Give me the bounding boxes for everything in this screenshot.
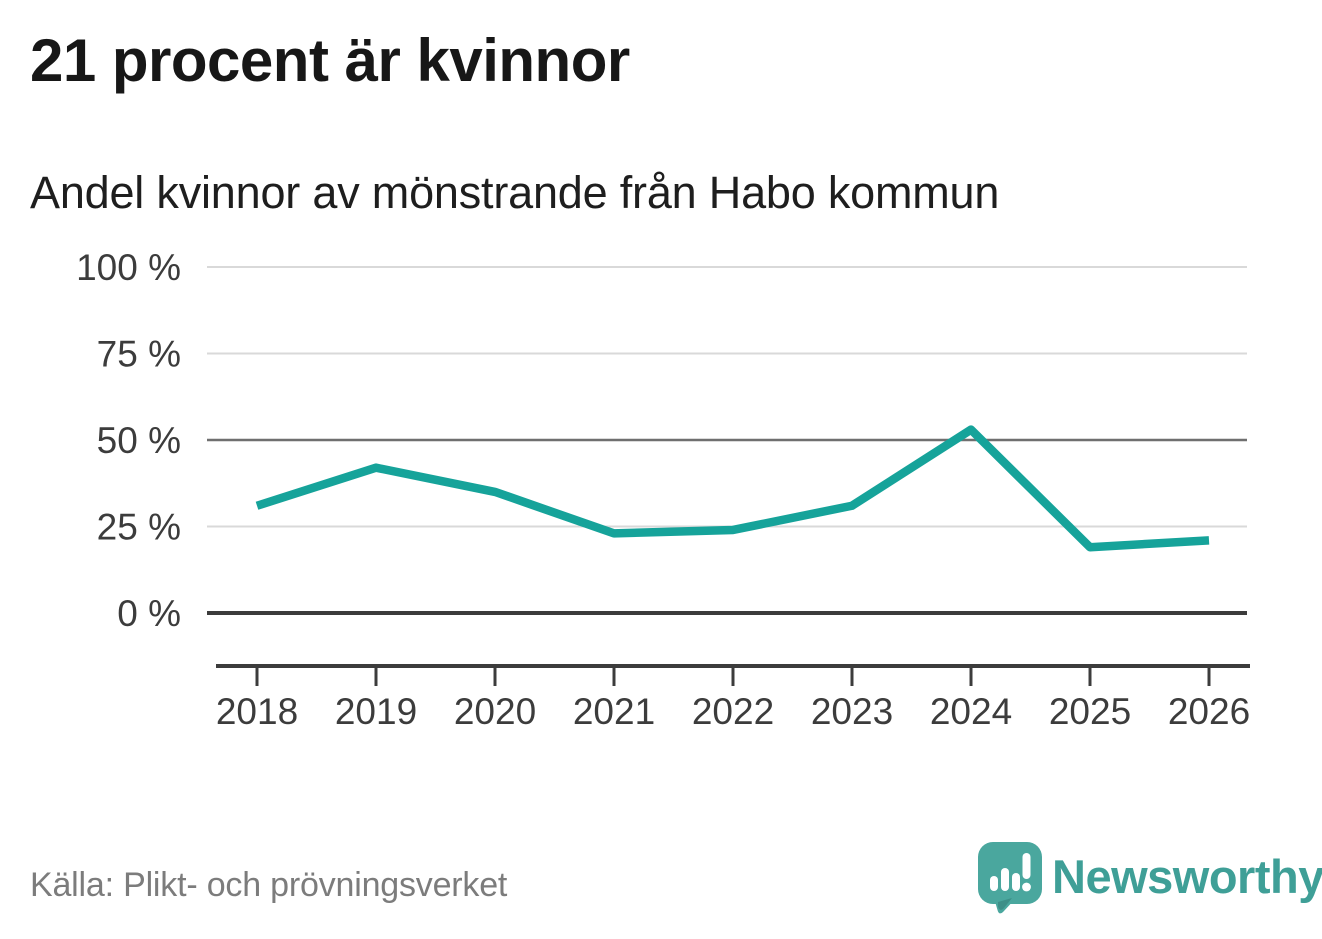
y-tick-label: 100 % [76,247,181,288]
newsworthy-brand: Newsworthy [976,840,1322,914]
x-tick-label: 2021 [573,691,655,732]
x-tick-label: 2026 [1168,691,1250,732]
y-tick-label: 50 % [97,420,181,461]
newsworthy-logo-icon [978,842,1042,914]
data-line [255,425,1210,552]
x-tick-label: 2020 [454,691,536,732]
x-tick-label: 2023 [811,691,893,732]
y-tick-label: 25 % [97,507,181,548]
chart-subtitle: Andel kvinnor av mönstrande från Habo ko… [30,167,1000,218]
x-tick-label: 2025 [1049,691,1131,732]
chart-title: 21 procent är kvinnor [30,27,630,94]
y-tick-label: 75 % [97,334,181,375]
x-tick-label: 2024 [930,691,1012,732]
x-tick-label: 2019 [335,691,417,732]
newsworthy-wordmark: Newsworthy [1052,850,1322,903]
x-tick-label: 2018 [216,691,298,732]
x-tick-label: 2022 [692,691,774,732]
y-tick-label: 0 % [117,593,181,634]
source-caption: Källa: Plikt- och prövningsverket [30,866,508,904]
